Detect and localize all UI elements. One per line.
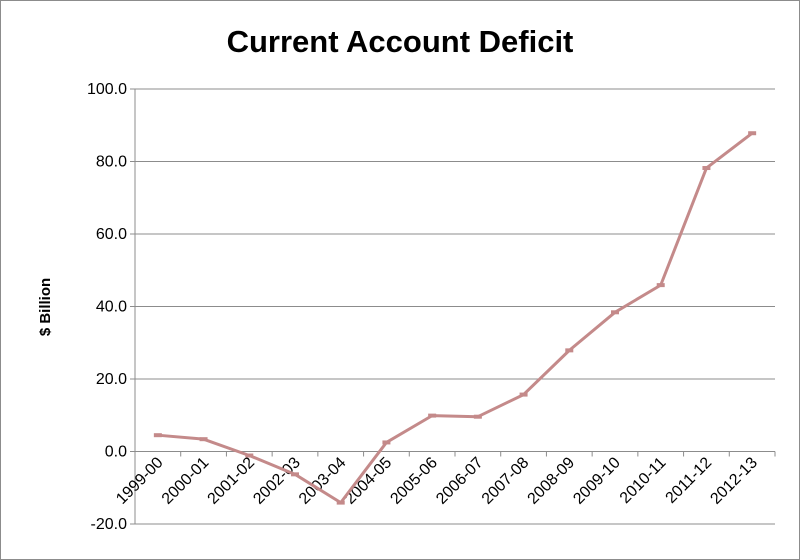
- y-tick-label: 0.0: [105, 444, 127, 461]
- y-tick-labels: -20.0 0.0 20.0 40.0 60.0 80.0 100.0: [87, 81, 127, 533]
- y-axis-label: $ Billion: [37, 278, 54, 336]
- x-tick-label: 2010-11: [617, 454, 670, 507]
- x-tick-label: 2007-08: [479, 454, 533, 508]
- chart-title: Current Account Deficit: [227, 24, 574, 59]
- y-tick-label: 20.0: [96, 371, 127, 388]
- axes: [130, 88, 776, 525]
- x-tick-label: 2006-07: [433, 454, 487, 508]
- y-tick-label: 40.0: [96, 299, 127, 316]
- x-tick-label: 2000-01: [159, 454, 213, 508]
- x-tick-labels: 1999-002000-012001-022002-032003-042004-…: [113, 454, 761, 508]
- y-tick-label: 80.0: [96, 154, 127, 171]
- x-tick-label: 2008-09: [525, 454, 579, 508]
- series-group: [153, 131, 757, 505]
- x-tick-label: 2002-03: [250, 454, 304, 508]
- y-tick-label: 60.0: [96, 226, 127, 243]
- x-tick-label: 2012-13: [707, 454, 761, 508]
- gridlines: [135, 88, 775, 525]
- series-line: [157, 132, 754, 505]
- x-tick-label: 1999-00: [113, 454, 167, 508]
- y-tick-label: -20.0: [91, 516, 128, 533]
- x-tick-label: 2005-06: [387, 454, 441, 508]
- x-tick-label: 2009-10: [570, 454, 624, 508]
- x-tick-label: 2011-12: [663, 454, 716, 507]
- x-tick-label: 2001-02: [205, 454, 259, 508]
- y-tick-label: 100.0: [87, 81, 127, 98]
- x-tick-label: 2004-05: [342, 454, 396, 508]
